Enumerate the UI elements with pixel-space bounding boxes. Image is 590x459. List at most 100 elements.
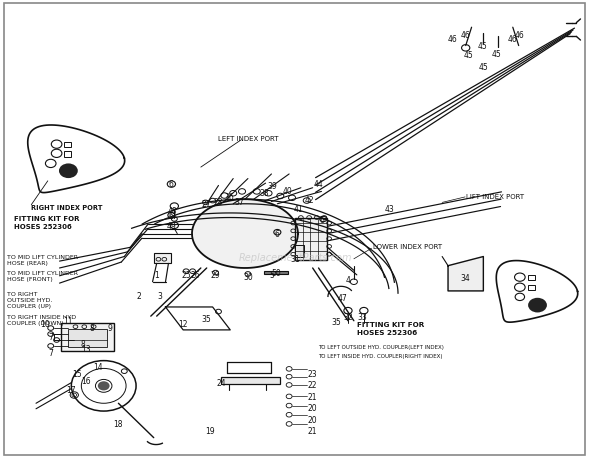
Text: 31: 31 xyxy=(290,255,300,264)
Text: 44: 44 xyxy=(314,179,323,188)
Text: HOSES 252306: HOSES 252306 xyxy=(14,224,71,230)
Bar xyxy=(64,143,71,148)
Text: 39: 39 xyxy=(268,182,277,190)
Text: TO LEFT OUTSIDE HYD. COUPLER(LEFT INDEX): TO LEFT OUTSIDE HYD. COUPLER(LEFT INDEX) xyxy=(319,345,444,350)
Text: 37: 37 xyxy=(234,197,244,207)
Bar xyxy=(155,254,171,264)
Text: 12: 12 xyxy=(178,319,188,328)
Text: TO RIGHT: TO RIGHT xyxy=(6,291,37,296)
Text: 50: 50 xyxy=(271,269,281,277)
Text: 21: 21 xyxy=(308,392,317,401)
Text: 36: 36 xyxy=(224,193,234,202)
Text: 25: 25 xyxy=(181,271,191,280)
Text: TO LEFT INSIDE HYD. COUPLER(RIGHT INDEX): TO LEFT INSIDE HYD. COUPLER(RIGHT INDEX) xyxy=(319,353,443,358)
Text: TO MID LIFT CYLINDER: TO MID LIFT CYLINDER xyxy=(6,270,77,275)
Text: LOWER INDEX PORT: LOWER INDEX PORT xyxy=(373,244,442,250)
Text: COUPLER (DOWN): COUPLER (DOWN) xyxy=(6,320,63,325)
Text: FITTING KIT FOR: FITTING KIT FOR xyxy=(14,216,79,222)
Text: 4: 4 xyxy=(346,275,350,284)
Text: 46: 46 xyxy=(448,35,458,44)
Text: OUTSIDE HYD.: OUTSIDE HYD. xyxy=(6,297,52,302)
Text: 21: 21 xyxy=(308,426,317,435)
Text: LEFT INDEX PORT: LEFT INDEX PORT xyxy=(218,136,279,142)
Text: 47: 47 xyxy=(337,294,347,302)
Bar xyxy=(64,152,71,157)
Text: 9: 9 xyxy=(107,324,112,332)
Text: 30: 30 xyxy=(243,272,253,281)
Text: 40: 40 xyxy=(283,186,293,195)
Text: 24: 24 xyxy=(217,378,226,387)
Polygon shape xyxy=(448,257,483,291)
Text: 38: 38 xyxy=(260,188,269,197)
Text: 1: 1 xyxy=(155,271,159,280)
Text: 28: 28 xyxy=(214,197,223,207)
Text: 23: 23 xyxy=(308,369,317,378)
Text: 49: 49 xyxy=(166,221,176,230)
Text: 48: 48 xyxy=(168,207,178,216)
Text: 35: 35 xyxy=(202,314,212,323)
Text: 33: 33 xyxy=(357,312,367,321)
Text: LIFT INDEX PORT: LIFT INDEX PORT xyxy=(466,194,524,200)
Circle shape xyxy=(59,164,78,179)
Text: ReplacementParts.com: ReplacementParts.com xyxy=(238,252,352,262)
Text: 13: 13 xyxy=(81,344,91,353)
Text: TO RIGHT INSIDE HYD: TO RIGHT INSIDE HYD xyxy=(6,314,76,319)
Bar xyxy=(264,271,288,274)
Text: 19: 19 xyxy=(205,426,214,435)
Text: 3: 3 xyxy=(157,291,162,300)
Text: 45: 45 xyxy=(464,51,474,60)
Text: 8: 8 xyxy=(81,339,86,348)
Text: HOSES 252306: HOSES 252306 xyxy=(357,330,417,336)
Bar xyxy=(295,218,327,261)
Text: 8: 8 xyxy=(90,324,94,332)
Text: 27: 27 xyxy=(202,200,212,209)
Bar xyxy=(61,323,114,351)
Bar xyxy=(527,285,535,291)
Text: 20: 20 xyxy=(308,415,317,424)
Text: COUPLER (UP): COUPLER (UP) xyxy=(6,303,51,308)
Text: 10: 10 xyxy=(40,319,50,328)
Text: 7: 7 xyxy=(48,348,53,358)
Text: HOSE (REAR): HOSE (REAR) xyxy=(6,261,47,266)
Text: 7: 7 xyxy=(48,333,53,341)
Text: FITTING KIT FOR: FITTING KIT FOR xyxy=(357,321,424,327)
Text: HOSE (FRONT): HOSE (FRONT) xyxy=(6,276,53,281)
Text: 15: 15 xyxy=(73,369,82,378)
Text: 43: 43 xyxy=(384,204,394,213)
Text: 46: 46 xyxy=(508,35,517,44)
Text: 45: 45 xyxy=(477,42,487,51)
Text: 26: 26 xyxy=(190,271,200,280)
Text: 32: 32 xyxy=(343,312,353,321)
Text: 2: 2 xyxy=(137,291,142,300)
Bar xyxy=(295,245,304,257)
Text: 20: 20 xyxy=(308,403,317,413)
Text: 17: 17 xyxy=(67,385,76,394)
Text: 5: 5 xyxy=(269,271,274,280)
Text: 45: 45 xyxy=(492,50,502,59)
Bar xyxy=(68,329,107,347)
Text: 16: 16 xyxy=(81,376,91,385)
Bar xyxy=(221,377,280,384)
Circle shape xyxy=(528,298,547,313)
Text: 46: 46 xyxy=(515,31,525,39)
Text: 6: 6 xyxy=(169,179,174,188)
Circle shape xyxy=(98,381,110,391)
Text: TO MID LIFT CYLINDER: TO MID LIFT CYLINDER xyxy=(6,254,77,259)
Polygon shape xyxy=(192,200,298,269)
Text: 42: 42 xyxy=(304,195,314,204)
Text: 29: 29 xyxy=(211,271,220,280)
Text: 34: 34 xyxy=(461,273,471,282)
Text: 45: 45 xyxy=(478,62,489,72)
Text: 6: 6 xyxy=(169,211,174,220)
Text: 46: 46 xyxy=(461,31,471,39)
Text: 22: 22 xyxy=(308,381,317,390)
Text: 14: 14 xyxy=(93,362,103,371)
Text: 35: 35 xyxy=(332,318,341,326)
Text: RIGHT INDEX PORT: RIGHT INDEX PORT xyxy=(31,205,103,211)
Text: 41: 41 xyxy=(293,204,303,213)
Bar xyxy=(527,275,535,281)
Text: 11: 11 xyxy=(64,317,73,325)
Text: 18: 18 xyxy=(114,420,123,428)
Text: 6: 6 xyxy=(319,216,324,225)
Text: 6: 6 xyxy=(275,230,280,239)
